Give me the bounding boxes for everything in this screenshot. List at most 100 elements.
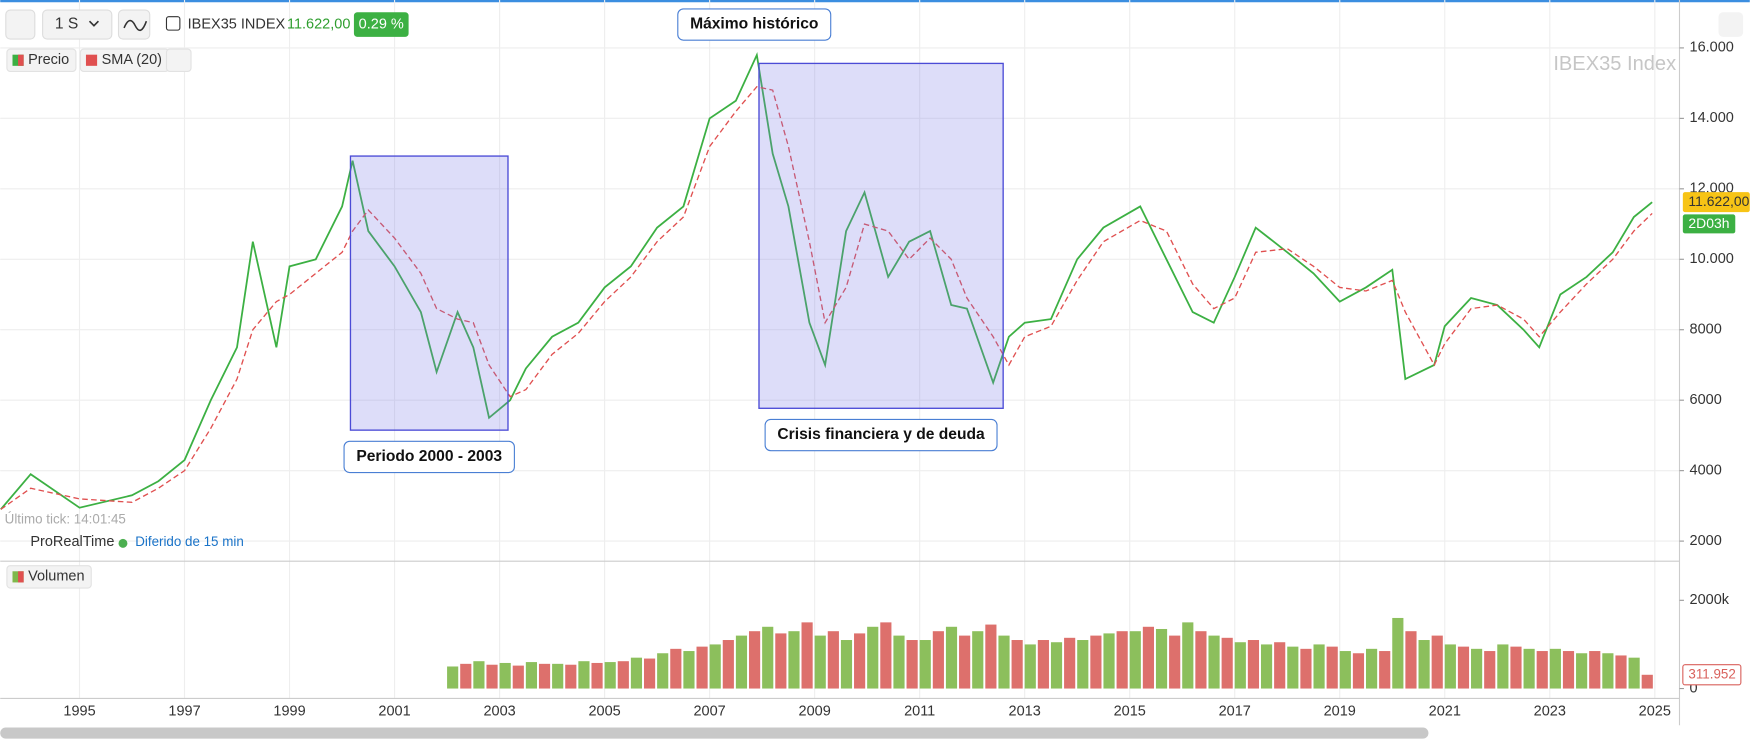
volume-bar (893, 635, 905, 689)
volume-bar (1471, 648, 1483, 689)
dropdown-arrow (88, 20, 100, 27)
scrollbar[interactable] (0, 727, 1429, 739)
volume-bar (1457, 646, 1470, 689)
volume-bar (1313, 644, 1325, 689)
y-tick-label: 10.000 (1690, 251, 1734, 267)
x-tick-label: 2001 (378, 704, 410, 720)
timeframe-button[interactable] (42, 9, 113, 40)
delay: Diferido de 15 min (135, 534, 244, 549)
x-tick-label: 2025 (1639, 704, 1671, 720)
volume-bar (538, 663, 551, 689)
volume-bar (959, 635, 971, 689)
volume-bar (617, 661, 629, 689)
y-tick-label: 14.000 (1690, 110, 1734, 126)
legend-label: SMA (20) (102, 52, 162, 68)
legend-label: Volumen (28, 569, 84, 585)
volume-bar (696, 646, 708, 689)
x-tick-label: 2011 (904, 704, 935, 720)
legend-box (6, 565, 92, 589)
menu-button[interactable] (5, 9, 36, 40)
volume-bar (932, 631, 944, 689)
x-tick-label: 1997 (168, 704, 200, 720)
volume-bar (945, 626, 958, 689)
x-tick-label: 2013 (1009, 704, 1041, 720)
volume-bar (735, 635, 748, 689)
volume-bar (1260, 644, 1273, 689)
current-volume-box (1682, 664, 1742, 686)
volume-bar (604, 662, 616, 689)
volume-bar (1536, 651, 1548, 689)
indicators-icon (123, 19, 148, 32)
annotation: Máximo histórico (677, 8, 832, 41)
volume-bar (1024, 644, 1036, 689)
volume-bar (919, 640, 931, 689)
annotation-label: Crisis financiera y de deuda (777, 426, 985, 443)
legend-swatch (85, 54, 98, 66)
annotation-label: Máximo histórico (690, 16, 818, 33)
change-badge (353, 12, 409, 37)
volume-bar (670, 648, 682, 689)
y-tick-label: 8000 (1690, 322, 1722, 338)
volume-bar (486, 664, 498, 689)
volume-bar (643, 658, 656, 689)
x-tick-label: 2017 (1219, 704, 1251, 720)
current-volume-label: 311.952 (1688, 666, 1735, 681)
y-tick-label: 6000 (1690, 392, 1722, 408)
timer-box (1682, 214, 1736, 234)
symbol: IBEX35 INDEX (188, 16, 286, 32)
volume-bar (749, 631, 761, 689)
volume-bar (1247, 640, 1260, 689)
highlight-region (758, 62, 1004, 409)
volume-bar (1628, 657, 1640, 689)
delay-icon (118, 538, 128, 548)
volume-bar (880, 622, 892, 689)
volume-bar (840, 640, 853, 689)
volume-bar (1037, 640, 1049, 689)
volume-bar (525, 662, 538, 689)
x-tick-label: 2007 (693, 704, 725, 720)
volume-bar (972, 631, 984, 689)
volume-bar (1116, 631, 1128, 689)
volume-bar (1431, 635, 1443, 689)
volume-bar (1234, 642, 1246, 689)
volume-bar (1208, 635, 1220, 689)
y-tick-label: 2000 (1690, 533, 1722, 549)
volume-bar (1182, 622, 1194, 689)
volume-bar (1090, 635, 1102, 689)
legend-label: Precio (28, 52, 69, 68)
legend-item: Volumen (6, 565, 92, 589)
volume-bar (1221, 637, 1233, 689)
settings-button[interactable] (1718, 12, 1744, 37)
volume-bar (1602, 653, 1614, 689)
timer-label: 2D03h (1688, 215, 1729, 231)
volume-bar (1523, 648, 1535, 689)
change: 0.29 % (359, 16, 404, 32)
x-tick-label: 2015 (1114, 704, 1146, 720)
current-price-box (1682, 192, 1750, 213)
y-tick-label: 4000 (1690, 462, 1722, 478)
x-tick-label: 2005 (588, 704, 620, 720)
volume-bar (722, 640, 734, 689)
annotation-box (677, 8, 832, 41)
annotation-label: Periodo 2000 - 2003 (356, 448, 502, 465)
volume-bar (552, 663, 564, 689)
legend-swatch (18, 54, 24, 66)
x-tick-label: 1995 (63, 704, 95, 720)
timeframe[interactable]: 1 S (55, 16, 78, 33)
volume-bar (906, 640, 918, 689)
volume-bar (1103, 633, 1115, 689)
volume-bar (657, 653, 669, 689)
volume-bar (1274, 642, 1286, 689)
volume-bar (801, 622, 813, 689)
brand: ProRealTime (30, 534, 114, 550)
info-icon[interactable] (165, 16, 181, 31)
volume-bar (1077, 640, 1089, 689)
volume-bar (1352, 653, 1365, 689)
volume-bar (1510, 646, 1522, 689)
volume-bar (1484, 651, 1496, 689)
legend-item: Precio (6, 48, 77, 72)
list-button[interactable] (165, 48, 192, 72)
y-tick-label: 2000k (1690, 592, 1730, 608)
